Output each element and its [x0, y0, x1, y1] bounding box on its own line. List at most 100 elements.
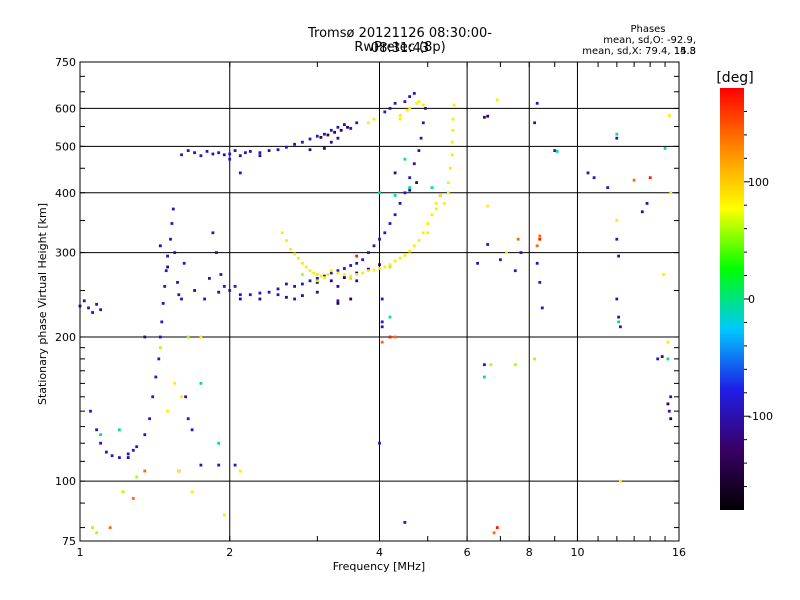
data-point: [398, 117, 402, 121]
data-point: [248, 150, 252, 153]
data-point: [308, 269, 312, 273]
data-point: [388, 222, 392, 225]
data-point: [421, 103, 425, 107]
data-point: [452, 103, 456, 107]
data-point: [645, 202, 649, 205]
data-point: [154, 375, 158, 379]
data-point: [408, 188, 412, 192]
data-point: [199, 382, 203, 385]
data-point: [285, 295, 288, 299]
data-point: [166, 254, 169, 258]
colorbar: 100 0 -100: [720, 88, 773, 510]
data-point: [393, 194, 397, 197]
data-point: [336, 125, 340, 129]
x-tick-label: 6: [464, 546, 471, 559]
y-tick-label: 400: [55, 187, 76, 200]
data-point: [143, 433, 147, 437]
data-point: [540, 306, 544, 310]
data-point: [417, 239, 421, 242]
data-point: [403, 521, 407, 524]
data-point: [158, 244, 162, 248]
data-point: [415, 181, 418, 184]
y-tick-label: 750: [55, 56, 76, 69]
colorbar-gradient: [720, 88, 744, 510]
data-point: [403, 100, 407, 103]
data-point: [95, 428, 98, 432]
data-point: [336, 136, 340, 140]
data-point: [339, 128, 343, 132]
y-tick-label: 500: [55, 140, 76, 153]
data-point: [660, 355, 664, 358]
data-point: [450, 153, 454, 157]
data-point: [95, 302, 98, 306]
data-point: [336, 269, 340, 273]
data-point: [193, 151, 196, 155]
data-point: [186, 335, 190, 339]
data-point: [238, 154, 242, 158]
data-point: [388, 335, 392, 339]
data-point: [405, 108, 409, 112]
data-point: [434, 202, 438, 205]
data-point: [448, 166, 452, 170]
data-point: [297, 256, 300, 260]
data-point: [182, 261, 186, 265]
data-point: [89, 409, 92, 413]
data-point: [393, 213, 397, 217]
data-point: [346, 125, 349, 129]
data-point: [451, 117, 455, 121]
data-point: [267, 290, 271, 294]
data-points: [78, 92, 673, 535]
data-point: [333, 130, 336, 134]
data-point: [430, 213, 434, 217]
data-point: [301, 140, 304, 144]
data-point: [276, 287, 280, 291]
data-point: [329, 140, 333, 144]
data-point: [190, 490, 194, 494]
y-tick-label: 600: [55, 102, 76, 115]
data-point: [513, 363, 517, 367]
data-point: [323, 132, 326, 136]
data-point: [669, 417, 673, 421]
data-point: [349, 264, 353, 267]
data-point: [186, 417, 190, 421]
data-point: [170, 222, 174, 225]
data-point: [336, 299, 340, 303]
data-point: [412, 162, 416, 166]
data-point: [258, 151, 262, 155]
data-point: [203, 297, 206, 301]
data-point: [315, 134, 319, 138]
data-point: [378, 237, 381, 241]
data-point: [244, 151, 247, 155]
data-point: [91, 526, 94, 529]
data-point: [476, 261, 479, 265]
data-point: [131, 497, 135, 500]
data-point: [533, 121, 536, 125]
data-point: [301, 261, 304, 265]
data-point: [419, 136, 423, 140]
colorbar-label: [deg]: [716, 70, 753, 86]
data-point: [131, 448, 135, 452]
data-point: [238, 293, 242, 297]
data-point: [267, 149, 271, 152]
data-point: [666, 357, 670, 361]
data-point: [211, 231, 215, 235]
data-point: [323, 274, 326, 278]
data-point: [285, 239, 288, 242]
data-point: [412, 244, 416, 248]
data-point: [417, 149, 421, 152]
axis-ticks: 1 2 4 6 8 10 16 75 100 200 300 400 500 600 750: [55, 56, 686, 559]
data-point: [408, 95, 412, 98]
data-point: [343, 123, 346, 126]
data-point: [349, 274, 353, 278]
data-point: [148, 417, 151, 421]
data-point: [388, 265, 392, 269]
data-point: [380, 340, 384, 344]
data-point: [355, 121, 359, 125]
data-point: [617, 254, 620, 258]
data-point: [656, 357, 660, 361]
data-point: [343, 267, 346, 270]
data-point: [372, 117, 376, 121]
data-point: [361, 271, 365, 275]
data-point: [121, 490, 125, 494]
colorbar-tick-label: 100: [748, 176, 769, 189]
